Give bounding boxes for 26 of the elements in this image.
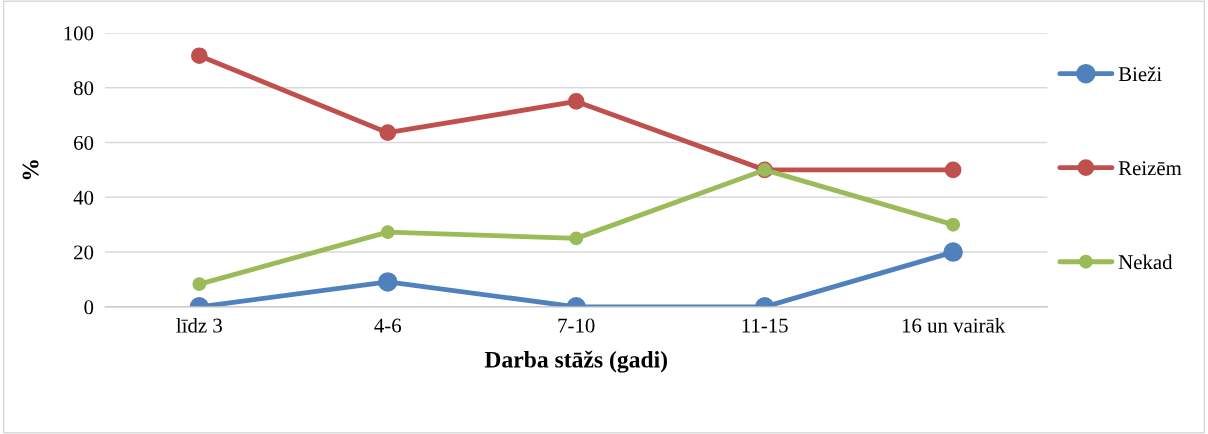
point <box>567 93 585 110</box>
point <box>943 242 963 262</box>
x-tick-label: 4-6 <box>374 318 402 333</box>
y-tick-label: 0 <box>84 300 94 315</box>
point <box>380 225 395 240</box>
x-tick-label: 7-10 <box>558 318 595 333</box>
point <box>569 231 584 246</box>
point <box>192 277 207 292</box>
y-axis-title: % <box>22 160 39 180</box>
point <box>379 124 397 142</box>
y-tick-label: 20 <box>74 245 94 260</box>
y-tick-label: 40 <box>73 190 94 205</box>
point <box>190 47 208 65</box>
y-tick-label: 80 <box>73 81 94 96</box>
point <box>944 161 962 179</box>
x-axis-title: Darba stāžs (gadi) <box>484 350 667 373</box>
x-tick-label: 16 un vairāk <box>902 317 1006 333</box>
x-tick-label: 11-15 <box>742 318 788 333</box>
point <box>378 272 398 292</box>
y-tick-label: 100 <box>64 26 94 41</box>
point <box>946 217 961 232</box>
y-tick-label: 60 <box>74 135 94 150</box>
x-tick-label: līdz 3 <box>176 317 222 333</box>
legend-label: Reizēm <box>1118 161 1182 176</box>
legend-label: Nekad <box>1118 254 1173 270</box>
legend-label: Bieži <box>1118 66 1162 82</box>
